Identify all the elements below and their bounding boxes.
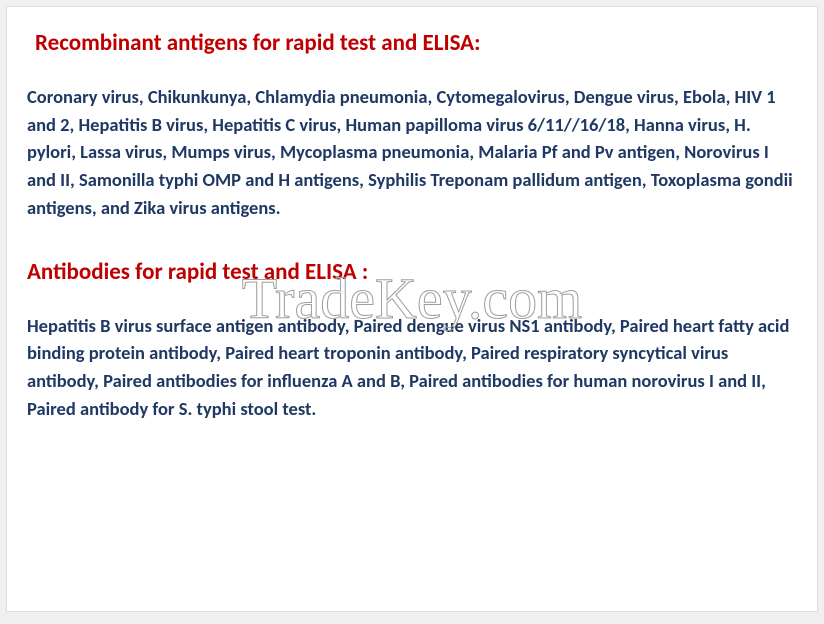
section-1-heading: Recombinant antigens for rapid test and …: [27, 29, 797, 59]
section-2-body: Hepatitis B virus surface antigen antibo…: [27, 312, 797, 423]
section-2-heading: Antibodies for rapid test and ELISA :: [27, 258, 797, 288]
document-page: Recombinant antigens for rapid test and …: [6, 6, 818, 612]
section-1-body: Coronary virus, Chikunkunya, Chlamydia p…: [27, 83, 797, 222]
